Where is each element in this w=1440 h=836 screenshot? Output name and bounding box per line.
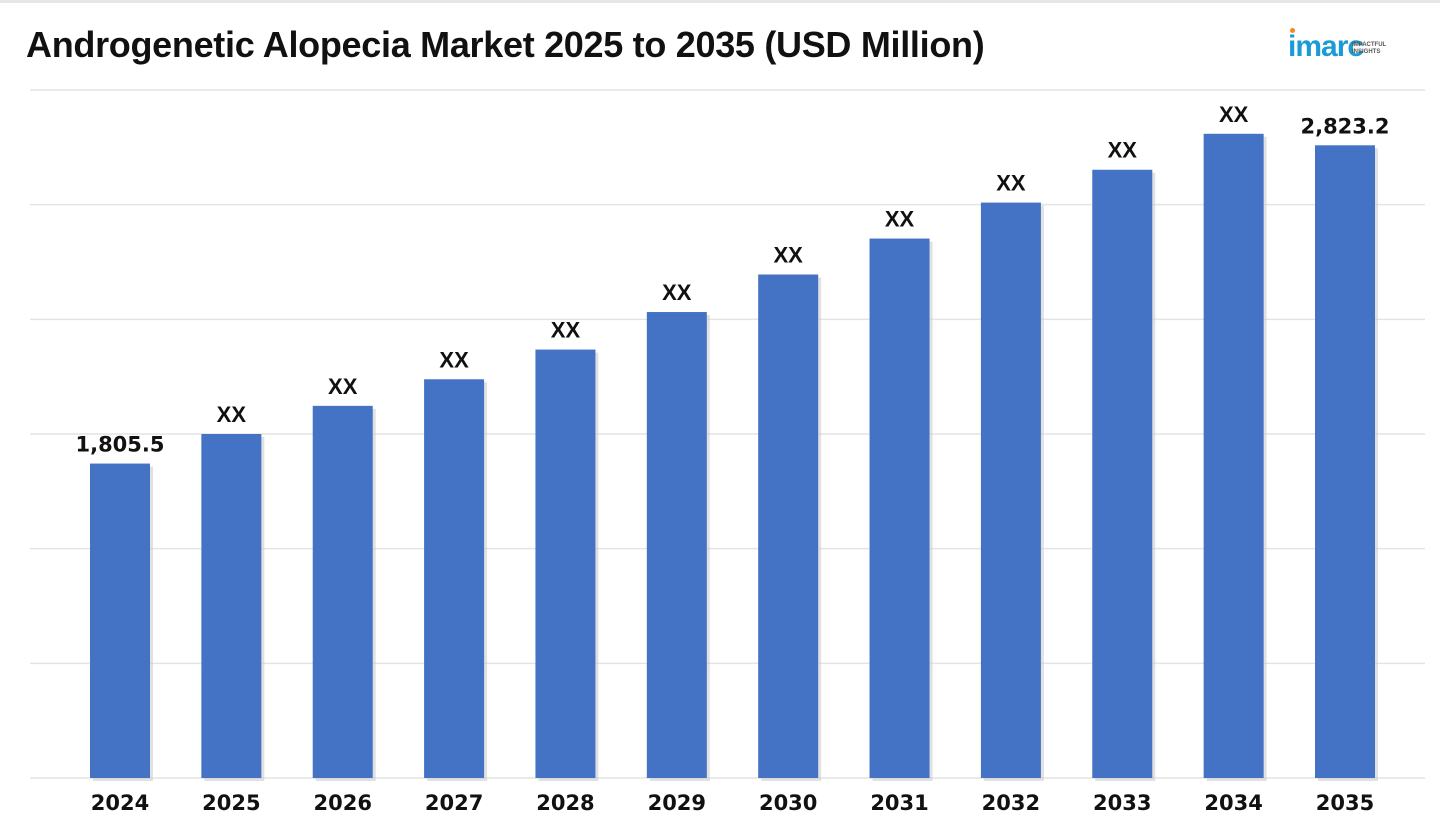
value-label-2035: 2,823.2 bbox=[1300, 114, 1389, 138]
bars bbox=[90, 133, 1378, 782]
bar-2034 bbox=[1203, 133, 1264, 779]
x-tick-2028: 2028 bbox=[536, 791, 594, 815]
value-label-2032: XX bbox=[996, 171, 1026, 196]
value-label-2029: XX bbox=[662, 280, 692, 305]
bar-2025 bbox=[201, 434, 262, 778]
bar-2033 bbox=[1092, 169, 1153, 778]
x-tick-2026: 2026 bbox=[314, 791, 372, 815]
bar-2028 bbox=[535, 349, 596, 778]
x-tick-2035: 2035 bbox=[1316, 791, 1374, 815]
logo-tagline: IMPACTFUL INSIGHTS bbox=[1352, 42, 1387, 55]
x-tick-2032: 2032 bbox=[982, 791, 1040, 815]
imarc-logo: imarc IMPACTFUL INSIGHTS bbox=[1288, 28, 1387, 68]
value-label-2034: XX bbox=[1219, 102, 1249, 127]
chart-title: Androgenetic Alopecia Market 2025 to 203… bbox=[26, 24, 985, 65]
value-label-2030: XX bbox=[774, 243, 804, 268]
top-divider bbox=[0, 0, 1440, 3]
x-tick-2033: 2033 bbox=[1093, 791, 1151, 815]
value-label-2025: XX bbox=[217, 402, 247, 427]
value-label-2027: XX bbox=[439, 347, 469, 372]
value-label-2028: XX bbox=[551, 318, 581, 343]
bar-2032 bbox=[980, 202, 1041, 779]
bar-2024 bbox=[90, 463, 150, 778]
x-tick-2031: 2031 bbox=[870, 791, 928, 815]
value-label-2033: XX bbox=[1108, 138, 1138, 163]
x-tick-2030: 2030 bbox=[759, 791, 817, 815]
x-tick-2034: 2034 bbox=[1204, 791, 1262, 815]
x-tick-labels: 2024 2025 2026 2027 2028 2029 2030 2031 2032 2033… bbox=[91, 791, 1374, 815]
bar-2026 bbox=[312, 405, 373, 778]
value-label-2031: XX bbox=[885, 207, 915, 232]
x-tick-2024: 2024 bbox=[91, 791, 149, 815]
bar-2035 bbox=[1315, 145, 1375, 779]
bar-2027 bbox=[424, 379, 485, 778]
bar-2031 bbox=[869, 238, 930, 778]
value-label-2026: XX bbox=[328, 374, 358, 399]
bar-2029 bbox=[646, 312, 707, 778]
logo-dot-icon bbox=[1290, 28, 1295, 33]
bar-2030 bbox=[758, 274, 819, 778]
logo-wordmark: imarc bbox=[1288, 30, 1364, 63]
x-tick-2027: 2027 bbox=[425, 791, 483, 815]
x-tick-2029: 2029 bbox=[648, 791, 706, 815]
x-tick-2025: 2025 bbox=[202, 791, 260, 815]
value-labels: 1,805.5 XX XX XX XX XX XX XX XX XX XX 2,823.2 bbox=[75, 102, 1389, 457]
value-label-2024: 1,805.5 bbox=[75, 433, 164, 457]
